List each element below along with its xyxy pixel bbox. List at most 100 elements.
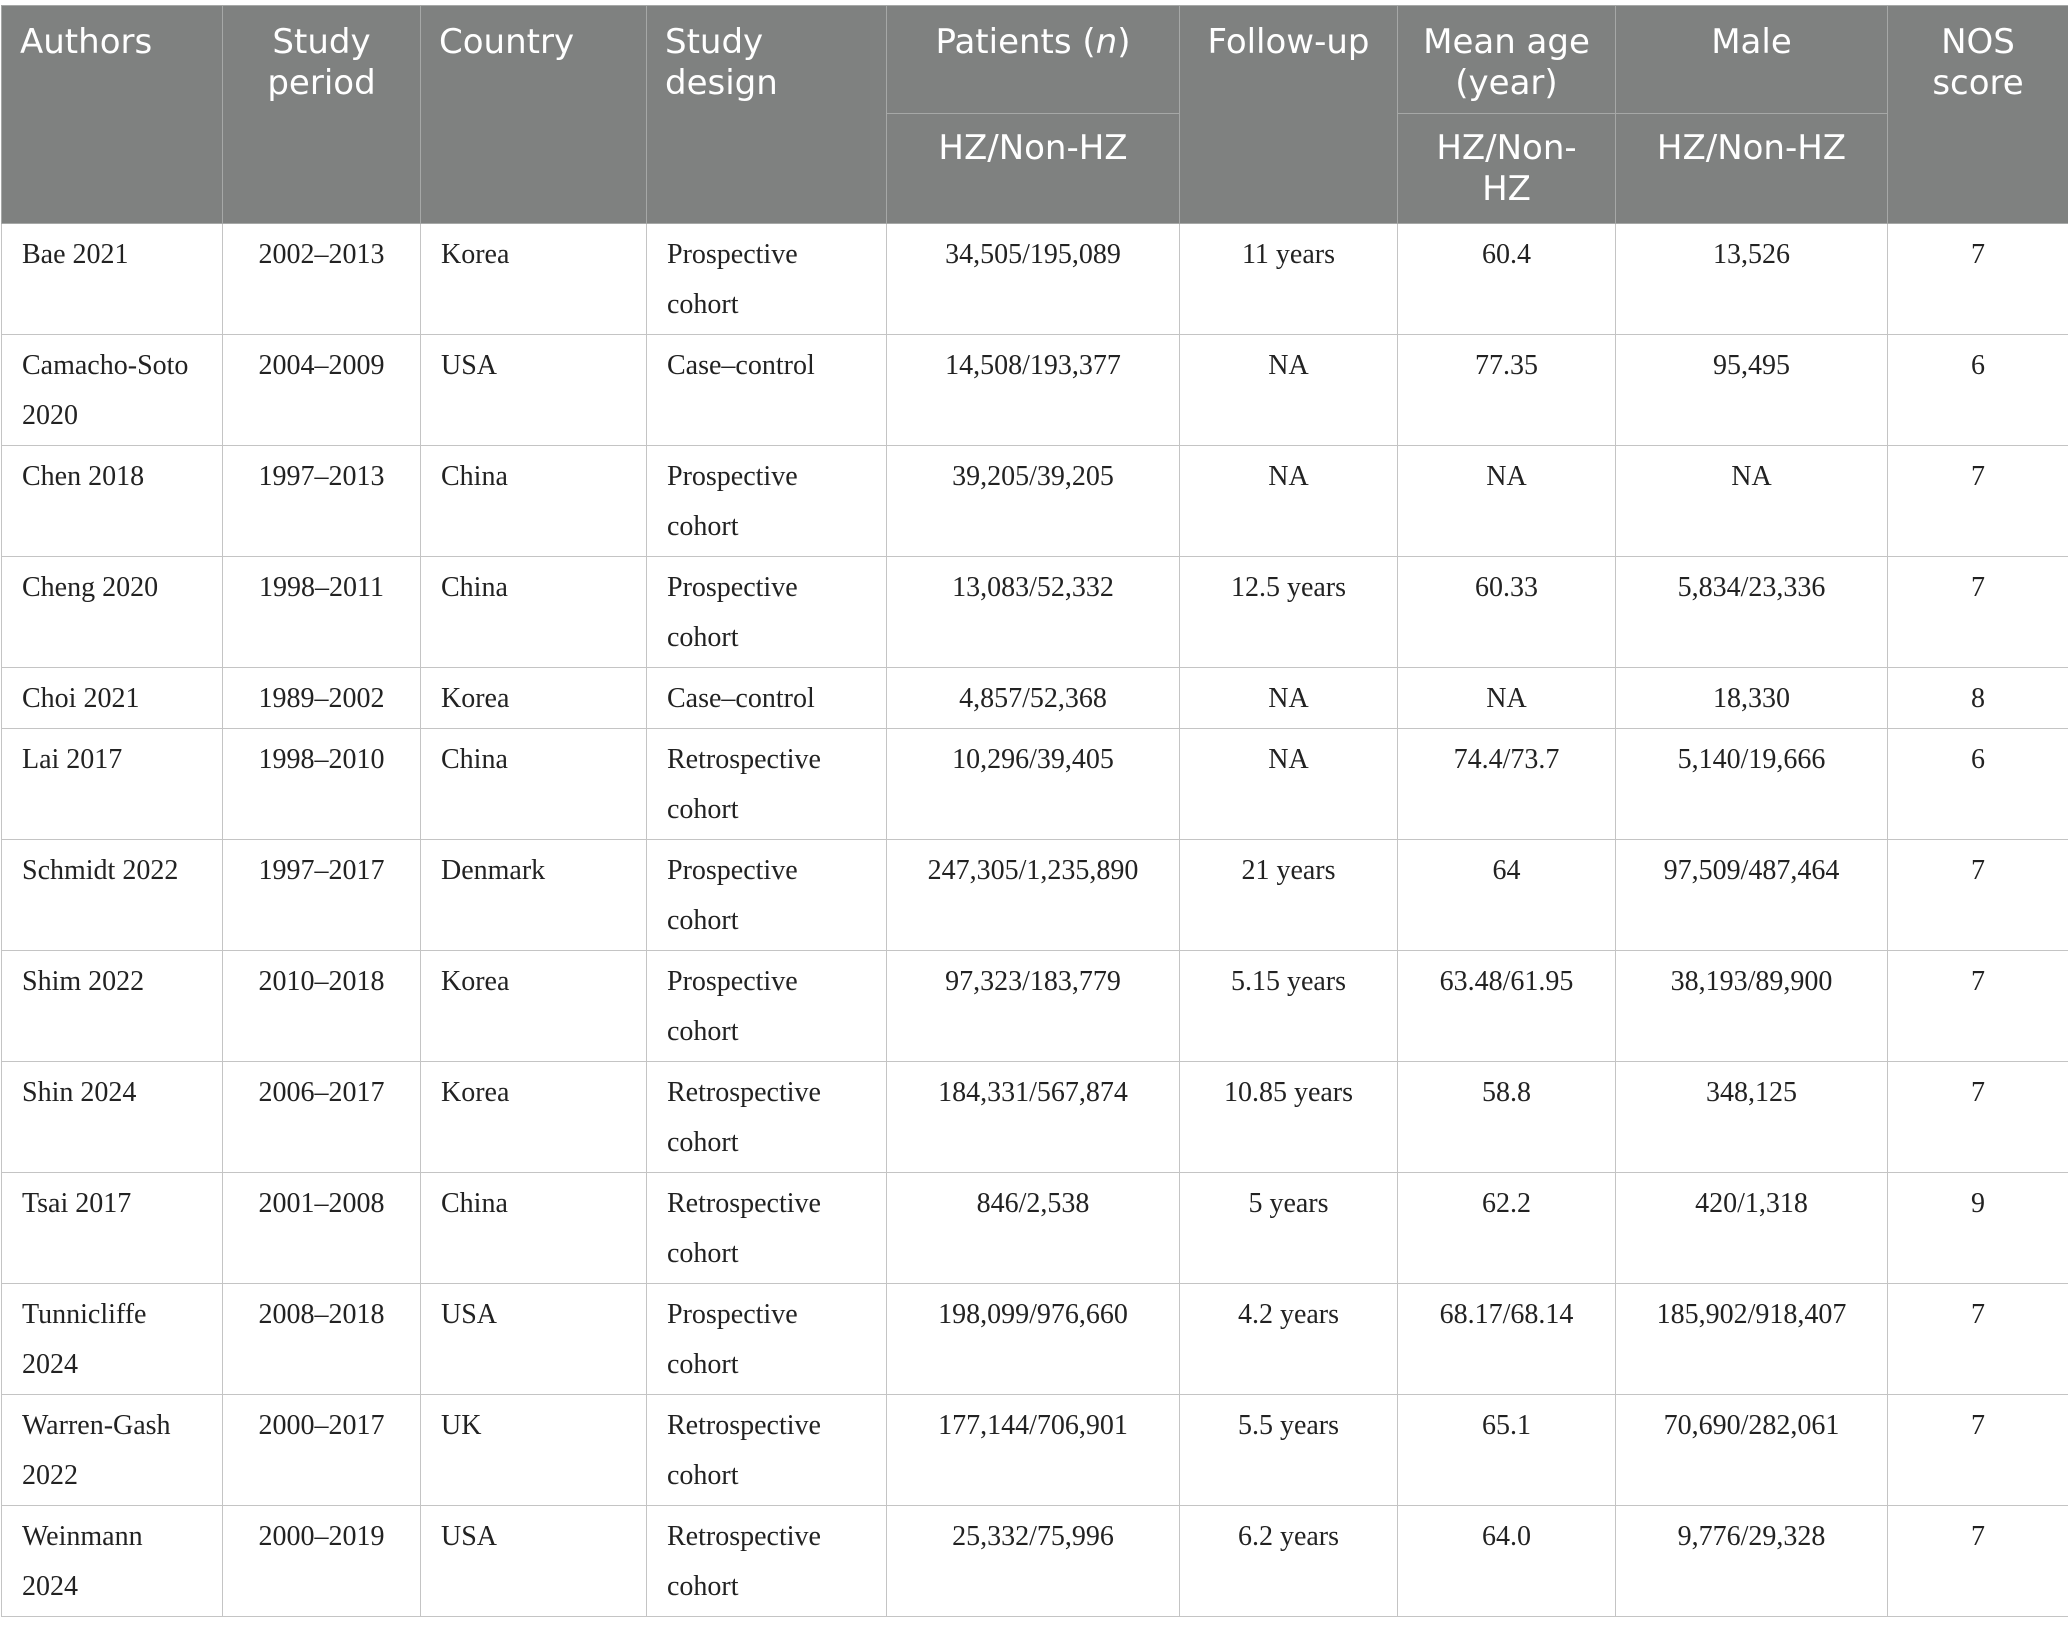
table-row: Bae 2021 2002–2013 Korea Prospective coh… <box>1 223 2068 335</box>
cell-follow-up: NA <box>1179 667 1398 729</box>
cell-country: Korea <box>420 1061 647 1173</box>
cell-follow-up: NA <box>1179 334 1398 446</box>
cell-design: Prospective cohort <box>646 839 887 951</box>
table-row: Warren-Gash 2022 2000–2017 UK Retrospect… <box>1 1394 2068 1506</box>
cell-design: Retrospective cohort <box>646 1394 887 1506</box>
cell-follow-up: 6.2 years <box>1179 1505 1398 1617</box>
cell-follow-up: 11 years <box>1179 223 1398 335</box>
cell-nos: 7 <box>1887 445 2068 557</box>
cell-male: 18,330 <box>1615 667 1888 729</box>
cell-mean-age: 60.33 <box>1397 556 1616 668</box>
cell-male: 95,495 <box>1615 334 1888 446</box>
cell-country: China <box>420 728 647 840</box>
cell-mean-age: 64 <box>1397 839 1616 951</box>
table-row: Choi 2021 1989–2002 Korea Case–control 4… <box>1 667 2068 729</box>
cell-nos: 9 <box>1887 1172 2068 1284</box>
cell-nos: 7 <box>1887 1061 2068 1173</box>
cell-male: NA <box>1615 445 1888 557</box>
cell-nos: 7 <box>1887 1394 2068 1506</box>
header-patients-suffix: ) <box>1117 22 1131 62</box>
cell-country: USA <box>420 334 647 446</box>
cell-patients: 25,332/75,996 <box>886 1505 1180 1617</box>
cell-authors: Tunnicliffe 2024 <box>1 1283 223 1395</box>
cell-patients: 846/2,538 <box>886 1172 1180 1284</box>
cell-nos: 7 <box>1887 839 2068 951</box>
cell-country: China <box>420 1172 647 1284</box>
cell-period: 2000–2017 <box>222 1394 421 1506</box>
cell-mean-age: 60.4 <box>1397 223 1616 335</box>
cell-male: 38,193/89,900 <box>1615 950 1888 1062</box>
table-row: Lai 2017 1998–2010 China Retrospective c… <box>1 728 2068 840</box>
cell-country: USA <box>420 1505 647 1617</box>
cell-male: 13,526 <box>1615 223 1888 335</box>
cell-period: 2004–2009 <box>222 334 421 446</box>
cell-nos: 7 <box>1887 1283 2068 1395</box>
cell-design: Retrospective cohort <box>646 728 887 840</box>
header-study-design: Study design <box>646 5 887 224</box>
cell-male: 5,834/23,336 <box>1615 556 1888 668</box>
cell-mean-age: NA <box>1397 667 1616 729</box>
cell-nos: 7 <box>1887 950 2068 1062</box>
cell-mean-age: NA <box>1397 445 1616 557</box>
cell-period: 2006–2017 <box>222 1061 421 1173</box>
table-header: Authors Study period Country Study desig… <box>1 5 2068 224</box>
cell-design: Prospective cohort <box>646 445 887 557</box>
cell-design: Retrospective cohort <box>646 1061 887 1173</box>
cell-male: 185,902/918,407 <box>1615 1283 1888 1395</box>
header-authors: Authors <box>1 5 223 224</box>
cell-follow-up: NA <box>1179 445 1398 557</box>
cell-authors: Weinmann 2024 <box>1 1505 223 1617</box>
subheader-mean-age: HZ/Non-HZ <box>1397 113 1616 224</box>
cell-follow-up: 21 years <box>1179 839 1398 951</box>
cell-nos: 7 <box>1887 223 2068 335</box>
cell-authors: Lai 2017 <box>1 728 223 840</box>
cell-mean-age: 74.4/73.7 <box>1397 728 1616 840</box>
header-study-period: Study period <box>222 5 421 224</box>
cell-mean-age: 65.1 <box>1397 1394 1616 1506</box>
cell-mean-age: 58.8 <box>1397 1061 1616 1173</box>
cell-patients: 13,083/52,332 <box>886 556 1180 668</box>
cell-nos: 7 <box>1887 1505 2068 1617</box>
cell-patients: 177,144/706,901 <box>886 1394 1180 1506</box>
header-male: Male <box>1615 5 1888 114</box>
cell-design: Prospective cohort <box>646 1283 887 1395</box>
study-characteristics-table: Authors Study period Country Study desig… <box>1 5 2068 1617</box>
cell-authors: Tsai 2017 <box>1 1172 223 1284</box>
cell-patients: 4,857/52,368 <box>886 667 1180 729</box>
cell-patients: 184,331/567,874 <box>886 1061 1180 1173</box>
cell-follow-up: 10.85 years <box>1179 1061 1398 1173</box>
cell-male: 97,509/487,464 <box>1615 839 1888 951</box>
subheader-male: HZ/Non-HZ <box>1615 113 1888 224</box>
cell-nos: 6 <box>1887 334 2068 446</box>
cell-design: Case–control <box>646 667 887 729</box>
table-row: Camacho-Soto 2020 2004–2009 USA Case–con… <box>1 334 2068 446</box>
cell-design: Case–control <box>646 334 887 446</box>
cell-period: 2008–2018 <box>222 1283 421 1395</box>
cell-nos: 8 <box>1887 667 2068 729</box>
header-country: Country <box>420 5 647 224</box>
cell-design: Retrospective cohort <box>646 1172 887 1284</box>
cell-period: 1998–2011 <box>222 556 421 668</box>
cell-male: 348,125 <box>1615 1061 1888 1173</box>
cell-country: Korea <box>420 667 647 729</box>
cell-mean-age: 64.0 <box>1397 1505 1616 1617</box>
header-patients-n: n <box>1095 22 1118 62</box>
cell-male: 9,776/29,328 <box>1615 1505 1888 1617</box>
cell-male: 5,140/19,666 <box>1615 728 1888 840</box>
table-row: Chen 2018 1997–2013 China Prospective co… <box>1 445 2068 557</box>
cell-follow-up: 5.5 years <box>1179 1394 1398 1506</box>
header-follow-up: Follow-up <box>1179 5 1398 224</box>
cell-country: Korea <box>420 223 647 335</box>
table-row: Schmidt 2022 1997–2017 Denmark Prospecti… <box>1 839 2068 951</box>
table-body: Bae 2021 2002–2013 Korea Prospective coh… <box>1 223 2068 1617</box>
cell-patients: 39,205/39,205 <box>886 445 1180 557</box>
cell-mean-age: 68.17/68.14 <box>1397 1283 1616 1395</box>
cell-authors: Camacho-Soto 2020 <box>1 334 223 446</box>
cell-country: USA <box>420 1283 647 1395</box>
table-row: Weinmann 2024 2000–2019 USA Retrospectiv… <box>1 1505 2068 1617</box>
cell-period: 2010–2018 <box>222 950 421 1062</box>
header-patients-prefix: Patients ( <box>935 22 1096 62</box>
cell-authors: Warren-Gash 2022 <box>1 1394 223 1506</box>
cell-country: Korea <box>420 950 647 1062</box>
header-patients: Patients (n) <box>886 5 1180 114</box>
